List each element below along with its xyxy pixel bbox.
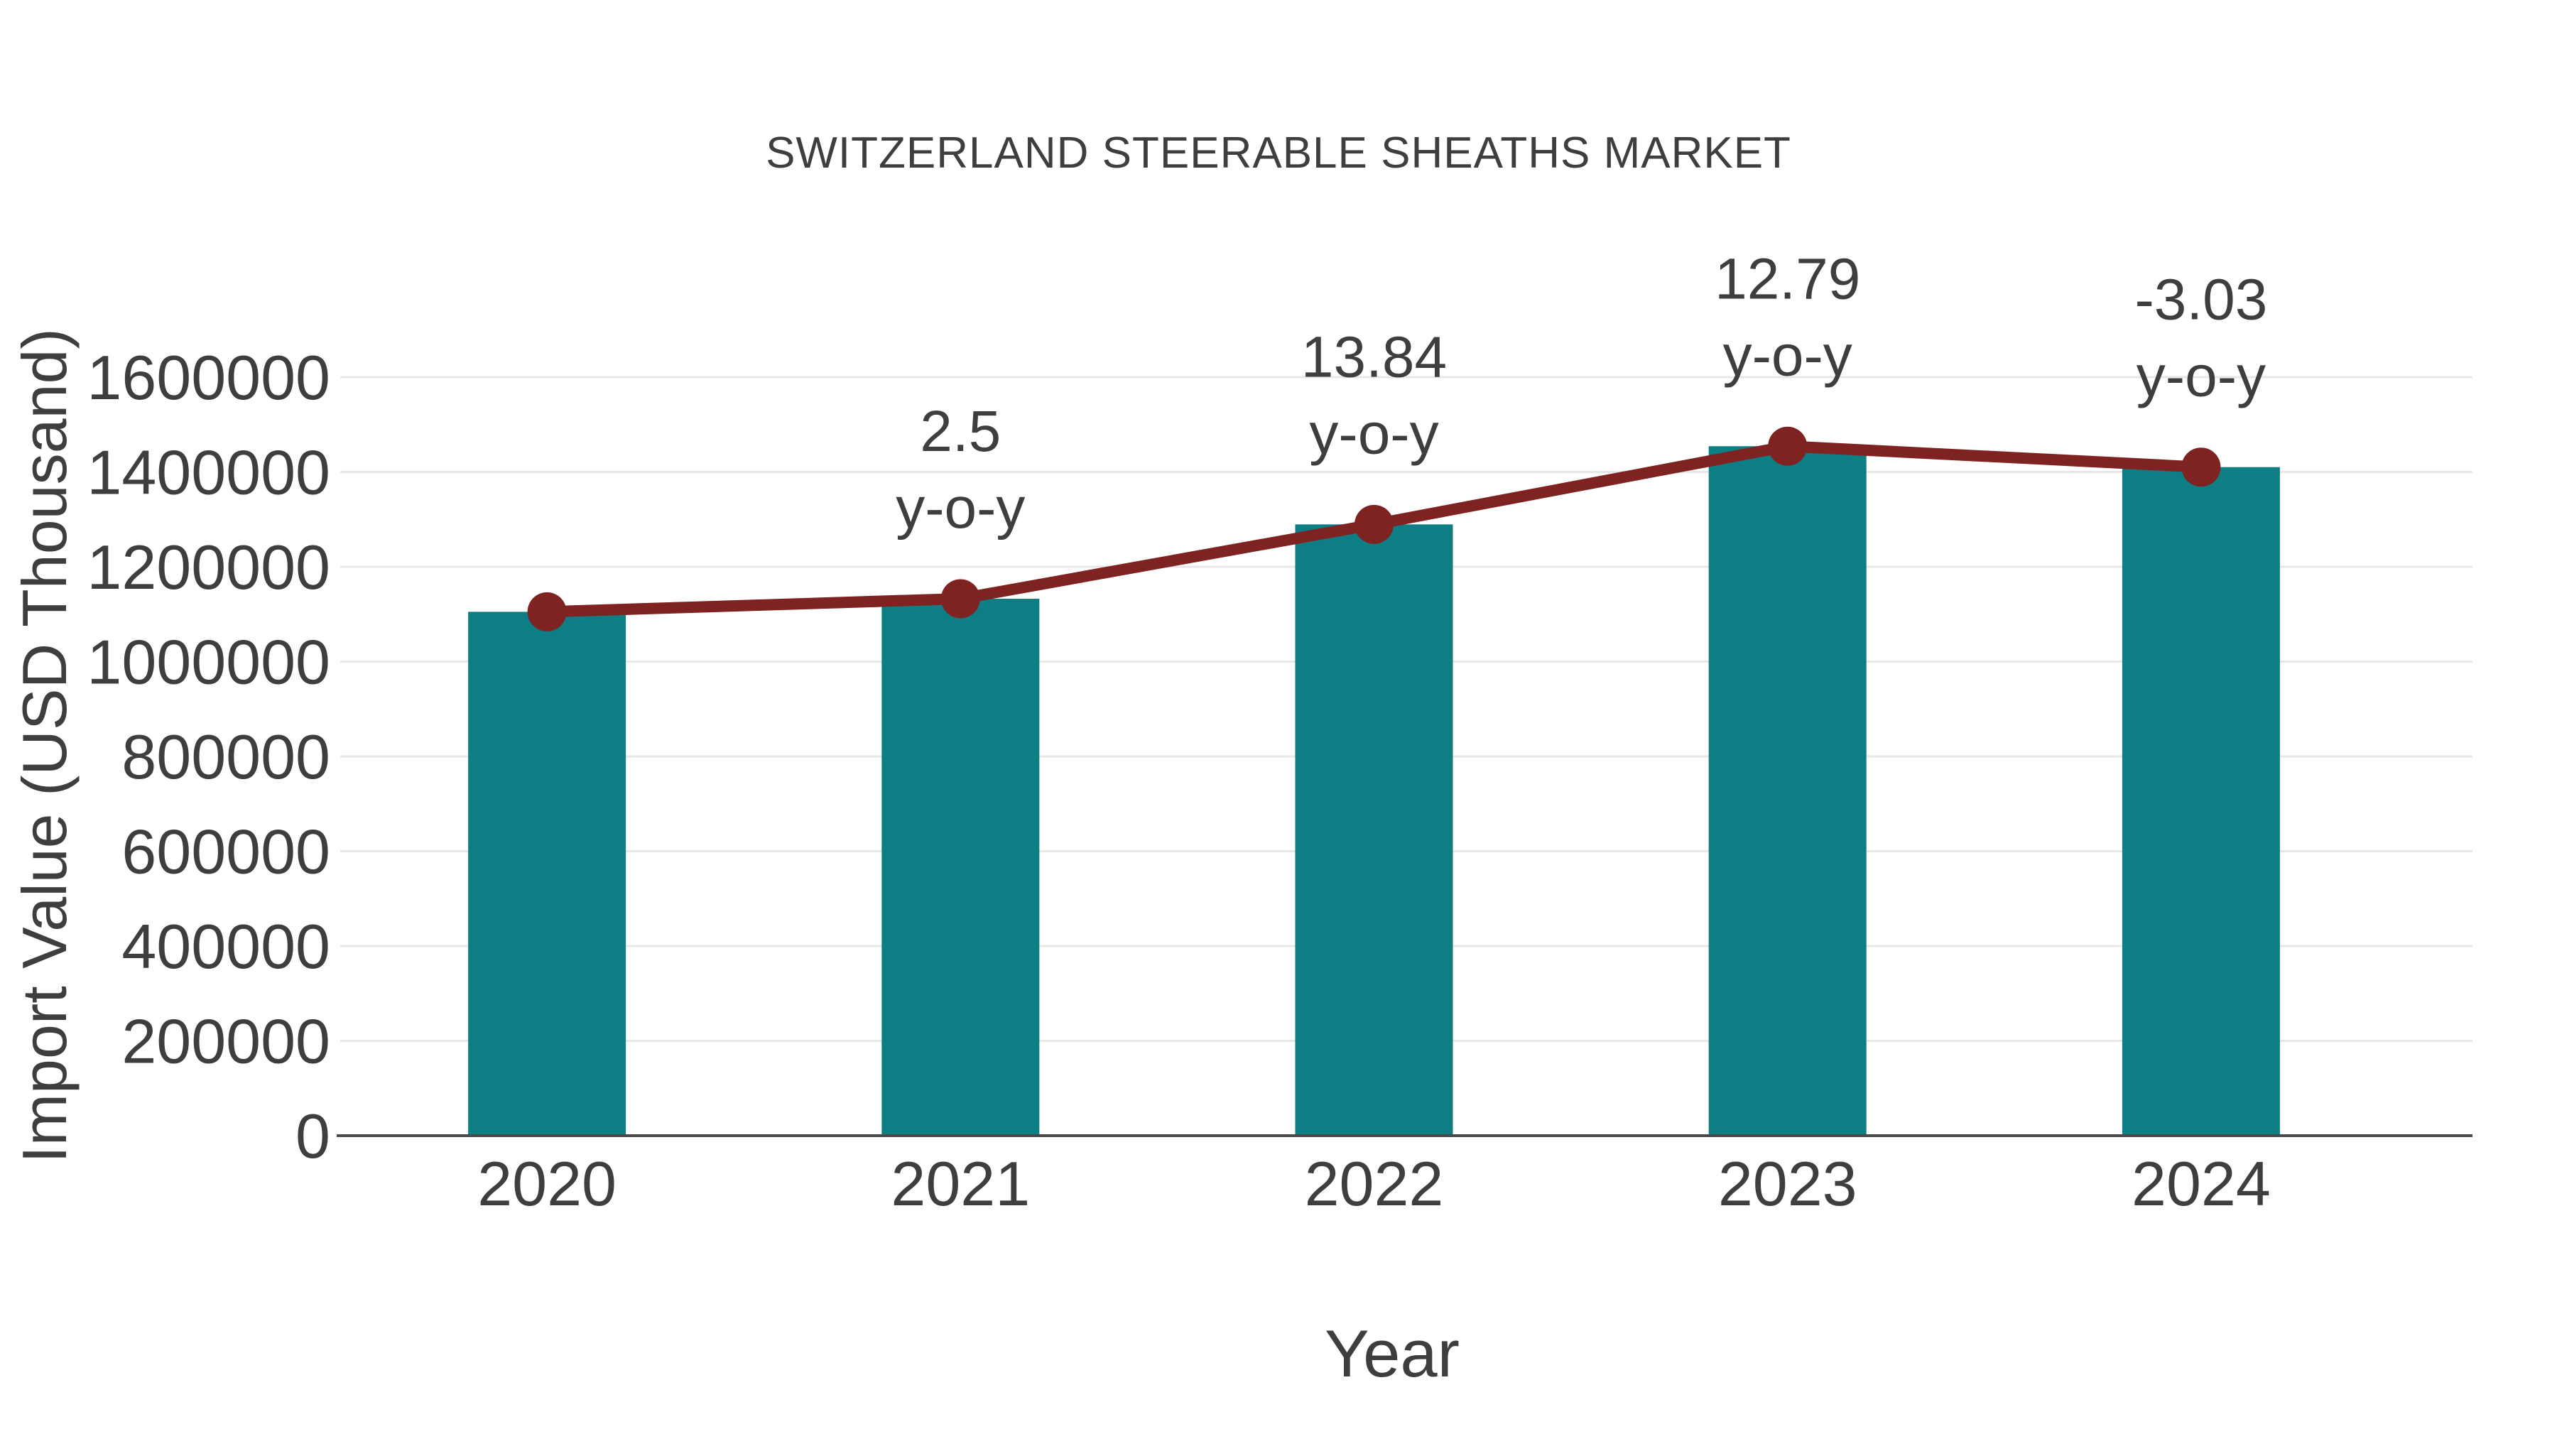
x-axis-title: Year [1325, 1316, 1460, 1391]
annotation-2023-line2: y-o-y [1723, 323, 1852, 388]
annotation-2022-line2: y-o-y [1309, 401, 1438, 466]
bar-2024 [2122, 467, 2280, 1136]
yoy-marker-2023 [1768, 426, 1808, 466]
y-tick-label-200000: 200000 [121, 1006, 330, 1077]
yoy-marker-2021 [940, 579, 980, 619]
bar-2021 [881, 598, 1040, 1136]
y-tick-label-800000: 800000 [121, 722, 330, 792]
yoy-marker-2024 [2181, 447, 2221, 487]
annotation-2024-line1: -3.03 [2134, 268, 2267, 332]
annotation-2023-line1: 12.79 [1715, 246, 1860, 311]
annotation-2021-line1: 2.5 [920, 399, 1001, 464]
x-tick-label-2020: 2020 [477, 1148, 617, 1219]
x-tick-label-2023: 2023 [1718, 1148, 1857, 1219]
bar-2022 [1295, 524, 1453, 1136]
y-tick-label-0: 0 [295, 1101, 330, 1171]
y-tick-label-1400000: 1400000 [87, 438, 330, 508]
chart-title: SWITZERLAND STEERABLE SHEATHS MARKET [766, 129, 1791, 178]
annotation-2024-line2: y-o-y [2137, 344, 2266, 409]
y-tick-label-600000: 600000 [121, 817, 330, 887]
x-tick-label-2022: 2022 [1305, 1148, 1444, 1219]
y-tick-label-1200000: 1200000 [87, 532, 330, 602]
x-tick-label-2021: 2021 [891, 1148, 1030, 1219]
x-tick-label-2024: 2024 [2132, 1148, 2271, 1219]
y-tick-label-1600000: 1600000 [87, 342, 330, 413]
bar-2020 [468, 612, 626, 1136]
y-tick-label-1000000: 1000000 [87, 627, 330, 697]
annotation-2022-line1: 13.84 [1301, 325, 1447, 389]
bar-2023 [1708, 446, 1867, 1136]
yoy-marker-2022 [1354, 504, 1394, 544]
yoy-marker-2020 [527, 592, 567, 631]
y-tick-label-400000: 400000 [121, 911, 330, 982]
annotation-2021-line2: y-o-y [896, 476, 1025, 540]
